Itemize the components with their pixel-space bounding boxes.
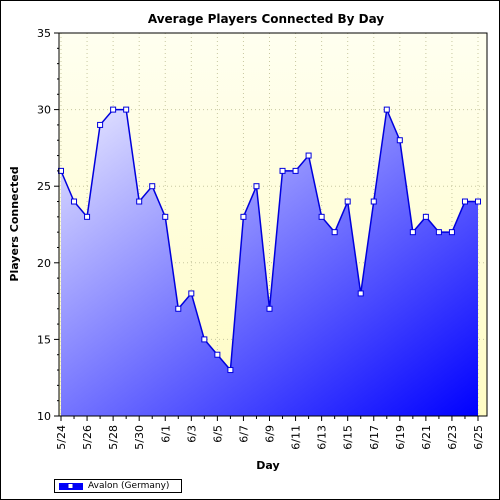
data-point bbox=[71, 198, 78, 205]
data-point bbox=[227, 367, 234, 374]
data-point bbox=[188, 290, 195, 297]
data-point bbox=[409, 229, 416, 236]
data-point bbox=[305, 152, 312, 159]
x-tick-label: 5/26 bbox=[81, 425, 94, 450]
plot-border bbox=[58, 32, 488, 417]
data-point bbox=[123, 106, 130, 113]
data-point bbox=[370, 198, 377, 205]
legend: Avalon (Germany) bbox=[54, 479, 182, 493]
x-tick-label: 6/25 bbox=[472, 425, 485, 450]
y-tick-label: 20 bbox=[37, 257, 51, 270]
x-tick-label: 6/7 bbox=[237, 425, 250, 443]
y-tick-label: 10 bbox=[37, 410, 51, 423]
data-point bbox=[357, 290, 364, 297]
data-point bbox=[84, 213, 91, 220]
data-point bbox=[422, 213, 429, 220]
data-point bbox=[240, 213, 247, 220]
x-axis-label: Day bbox=[256, 459, 279, 472]
data-point bbox=[97, 121, 104, 128]
series-avalon-germany bbox=[58, 106, 481, 416]
data-point bbox=[383, 106, 390, 113]
legend-swatch bbox=[59, 483, 83, 490]
data-point bbox=[292, 167, 299, 174]
x-tick-label: 5/28 bbox=[107, 425, 120, 450]
y-tick-label: 35 bbox=[37, 27, 51, 40]
data-point bbox=[396, 137, 403, 144]
x-tick-label: 5/24 bbox=[55, 425, 68, 450]
x-tick-label: 6/21 bbox=[420, 425, 433, 450]
x-tick-label: 6/19 bbox=[394, 425, 407, 450]
data-point bbox=[318, 213, 325, 220]
data-point bbox=[201, 336, 208, 343]
y-axis-label: Players Connected bbox=[8, 166, 21, 281]
data-point bbox=[344, 198, 351, 205]
x-tick-label: 5/30 bbox=[133, 425, 146, 450]
x-tick-label: 6/3 bbox=[185, 425, 198, 443]
data-point bbox=[149, 183, 156, 190]
data-point bbox=[214, 351, 221, 358]
data-point bbox=[136, 198, 143, 205]
x-axis: 5/24 5/26 5/28 5/30 6/1 6/3 6/5 6/7 6/9 6/11 6/13 6… bbox=[55, 416, 485, 450]
y-axis: 10 15 20 25 30 35 bbox=[37, 27, 59, 423]
y-tick-label: 25 bbox=[37, 180, 51, 193]
data-point bbox=[435, 229, 442, 236]
data-point bbox=[162, 213, 169, 220]
data-point bbox=[475, 198, 481, 205]
data-point bbox=[266, 305, 273, 312]
data-point bbox=[279, 167, 286, 174]
x-tick-label: 6/5 bbox=[211, 425, 224, 443]
x-tick-label: 6/1 bbox=[159, 425, 172, 443]
data-point bbox=[253, 183, 260, 190]
y-tick-label: 30 bbox=[37, 104, 51, 117]
x-tick-label: 6/11 bbox=[290, 425, 303, 450]
chart-title: Average Players Connected By Day bbox=[148, 12, 384, 26]
x-tick-label: 6/23 bbox=[446, 425, 459, 450]
y-tick-label: 15 bbox=[37, 333, 51, 346]
x-tick-label: 6/17 bbox=[368, 425, 381, 450]
x-tick-label: 6/9 bbox=[264, 425, 277, 443]
data-point bbox=[110, 106, 117, 113]
x-tick-label: 6/13 bbox=[316, 425, 329, 450]
x-tick-label: 6/15 bbox=[342, 425, 355, 450]
series-area bbox=[61, 109, 478, 416]
legend-label: Avalon (Germany) bbox=[88, 481, 170, 491]
data-point bbox=[448, 229, 455, 236]
data-point bbox=[461, 198, 468, 205]
data-point bbox=[175, 305, 182, 312]
data-point bbox=[331, 229, 338, 236]
